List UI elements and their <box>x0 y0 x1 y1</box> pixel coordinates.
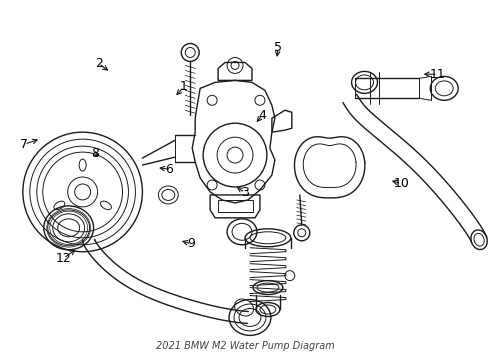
Text: 9: 9 <box>187 237 195 250</box>
Text: 6: 6 <box>166 163 173 176</box>
Text: 1: 1 <box>180 80 188 93</box>
Text: 2021 BMW M2 Water Pump Diagram: 2021 BMW M2 Water Pump Diagram <box>156 341 334 351</box>
Text: 4: 4 <box>258 109 266 122</box>
Text: 11: 11 <box>430 68 446 81</box>
Text: 10: 10 <box>393 177 409 190</box>
Text: 7: 7 <box>21 138 28 150</box>
Text: 5: 5 <box>274 41 282 54</box>
Text: 2: 2 <box>95 57 102 70</box>
Text: 12: 12 <box>55 252 72 265</box>
Text: 8: 8 <box>91 147 98 160</box>
Text: 3: 3 <box>241 186 249 199</box>
